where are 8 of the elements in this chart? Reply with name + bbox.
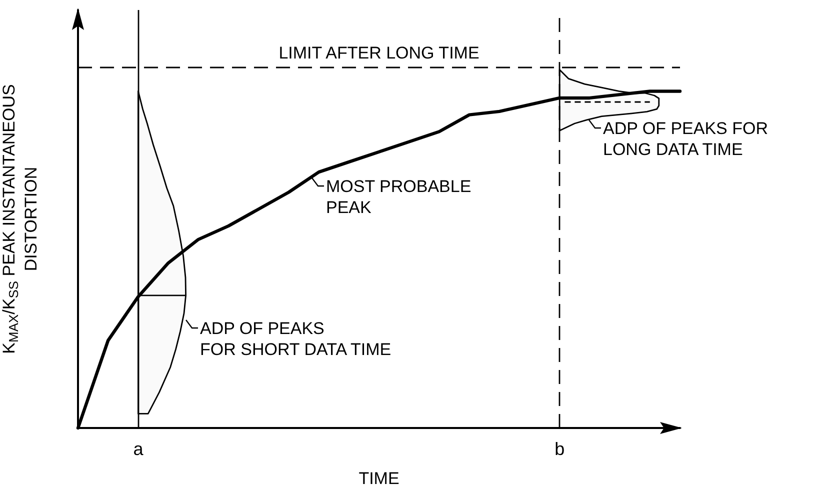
x-tick-label: b (554, 439, 565, 459)
annotation: ADP OF PEAKS FOR LONG DATA TIME (603, 119, 768, 159)
x-tick-label: a (133, 439, 144, 459)
annotation: ADP OF PEAKS FOR SHORT DATA TIME (200, 319, 392, 359)
y-axis-title: KMAX/KSS PEAK INSTANTANEOUS DISTORTION (0, 84, 40, 354)
ref-line-label: LIMIT AFTER LONG TIME (278, 44, 480, 63)
x-axis-title: TIME (358, 469, 400, 488)
annotation: MOST PROBABLE PEAK (326, 177, 472, 217)
